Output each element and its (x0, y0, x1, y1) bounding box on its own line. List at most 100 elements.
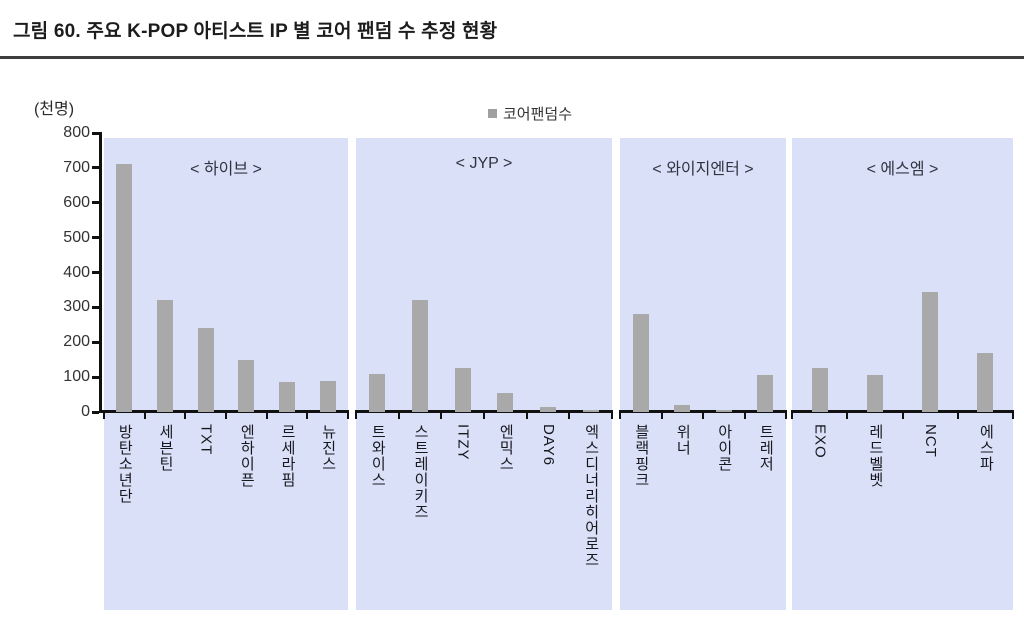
y-axis-unit-label: (천명) (34, 101, 75, 118)
x-axis-line (100, 410, 349, 413)
bar (757, 375, 774, 412)
x-axis-tick (785, 413, 787, 419)
bar (454, 368, 471, 412)
y-axis-tick (92, 305, 99, 309)
x-axis-category-label: 방탄소년단 (116, 424, 134, 504)
x-axis-tick (306, 413, 309, 419)
bar (157, 300, 173, 412)
x-axis-category-label: 블랙핑크 (632, 424, 650, 488)
bar (977, 352, 994, 412)
y-axis-tick (92, 410, 99, 414)
x-axis-tick (568, 413, 571, 419)
x-axis-category-label: ITZY (454, 424, 472, 461)
y-axis-tick (92, 236, 99, 240)
x-axis-category-label: 스트레이키즈 (412, 424, 429, 520)
x-axis-tick (143, 413, 146, 419)
y-axis-tick-label: 300 (63, 298, 90, 316)
group-header-label: < 에스엠 > (866, 161, 939, 178)
y-axis-tick-label: 100 (63, 368, 90, 386)
x-axis-tick (355, 413, 357, 419)
y-axis-tick-label: 200 (63, 333, 90, 351)
x-axis-category-label: EXO (811, 424, 829, 459)
x-axis-category-label: 엔하이픈 (238, 424, 256, 488)
bar (412, 300, 428, 412)
bar (238, 359, 255, 412)
y-axis-tick (92, 375, 99, 379)
group-panel (792, 138, 1013, 610)
y-axis-line (99, 132, 102, 413)
x-axis-category-label: 레드벨벳 (866, 424, 884, 488)
figure-title: 그림 60. 주요 K-POP 아티스트 IP 별 코어 팬덤 수 추정 현황 (13, 21, 498, 42)
y-axis-tick-label: 400 (63, 263, 90, 281)
x-axis-category-label: DAY6 (540, 424, 557, 467)
bar (715, 410, 732, 412)
x-axis-category-label: 세븐틴 (157, 424, 174, 472)
y-axis-tick (92, 201, 99, 205)
x-axis-tick (702, 413, 704, 419)
bar (497, 392, 514, 412)
x-axis-tick (956, 413, 959, 419)
x-axis-category-label: 트와이스 (369, 424, 387, 488)
x-axis-category-label: 아이콘 (715, 424, 733, 472)
y-axis-tick-label: 600 (63, 193, 90, 211)
x-axis-tick (440, 413, 443, 419)
x-axis-line (619, 410, 787, 413)
y-axis-tick-label: 800 (63, 124, 90, 141)
x-axis-tick (619, 413, 621, 419)
x-axis-category-label: NCT (922, 424, 940, 458)
x-axis-category-label: 에스파 (977, 424, 995, 472)
x-axis-tick (103, 413, 105, 419)
group-header-label: < 하이브 > (190, 161, 262, 178)
y-axis-tick (92, 340, 99, 344)
x-axis-tick (184, 413, 187, 419)
y-axis-tick-label: 500 (63, 228, 90, 246)
title-divider (0, 56, 1024, 59)
y-axis-tick-label: 0 (81, 403, 90, 420)
x-axis-category-label: 르세라핌 (279, 424, 296, 488)
x-axis-tick (743, 413, 746, 419)
x-axis-tick (525, 413, 528, 419)
bar (582, 410, 599, 412)
legend: 코어팬덤수 (488, 103, 572, 124)
bar (674, 405, 691, 412)
x-axis-tick (397, 413, 400, 419)
x-axis-tick (1012, 413, 1014, 419)
x-axis-category-label: 위너 (674, 424, 692, 456)
bar (319, 380, 336, 412)
x-axis-tick (225, 413, 227, 419)
bar (811, 368, 828, 412)
x-axis-tick (347, 413, 349, 419)
x-axis-tick (611, 413, 613, 419)
x-axis-line (791, 410, 1014, 413)
x-axis-tick (846, 413, 849, 419)
y-axis-tick (92, 131, 99, 135)
bar (540, 406, 556, 412)
y-axis-tick-label: 700 (63, 158, 90, 176)
bar (369, 373, 386, 412)
group-header-label: < JYP > (455, 155, 513, 172)
y-axis-tick (92, 166, 99, 170)
x-axis-category-label: 엔믹스 (497, 424, 515, 472)
x-axis-tick (265, 413, 268, 419)
y-axis-tick (92, 271, 99, 274)
bar (632, 314, 649, 412)
group-panel (356, 138, 612, 610)
x-axis-tick (791, 413, 793, 419)
group-header-label: < 와이지엔터 > (652, 161, 754, 178)
x-axis-category-label: 뉴진스 (319, 424, 337, 472)
x-axis-line (355, 410, 613, 413)
x-axis-category-label: TXT (197, 424, 215, 456)
legend-label: 코어팬덤수 (503, 106, 573, 123)
legend-square-icon (488, 109, 497, 118)
bar (116, 164, 133, 412)
x-axis-category-label: 트레저 (757, 424, 775, 472)
x-axis-tick (901, 413, 904, 419)
x-axis-category-label: 엑스디너리히어로즈 (582, 424, 600, 568)
x-axis-tick (660, 413, 663, 419)
group-panel (104, 138, 348, 610)
bar (279, 382, 295, 412)
bar (197, 328, 214, 412)
bar (866, 375, 883, 412)
x-axis-tick (483, 413, 485, 419)
